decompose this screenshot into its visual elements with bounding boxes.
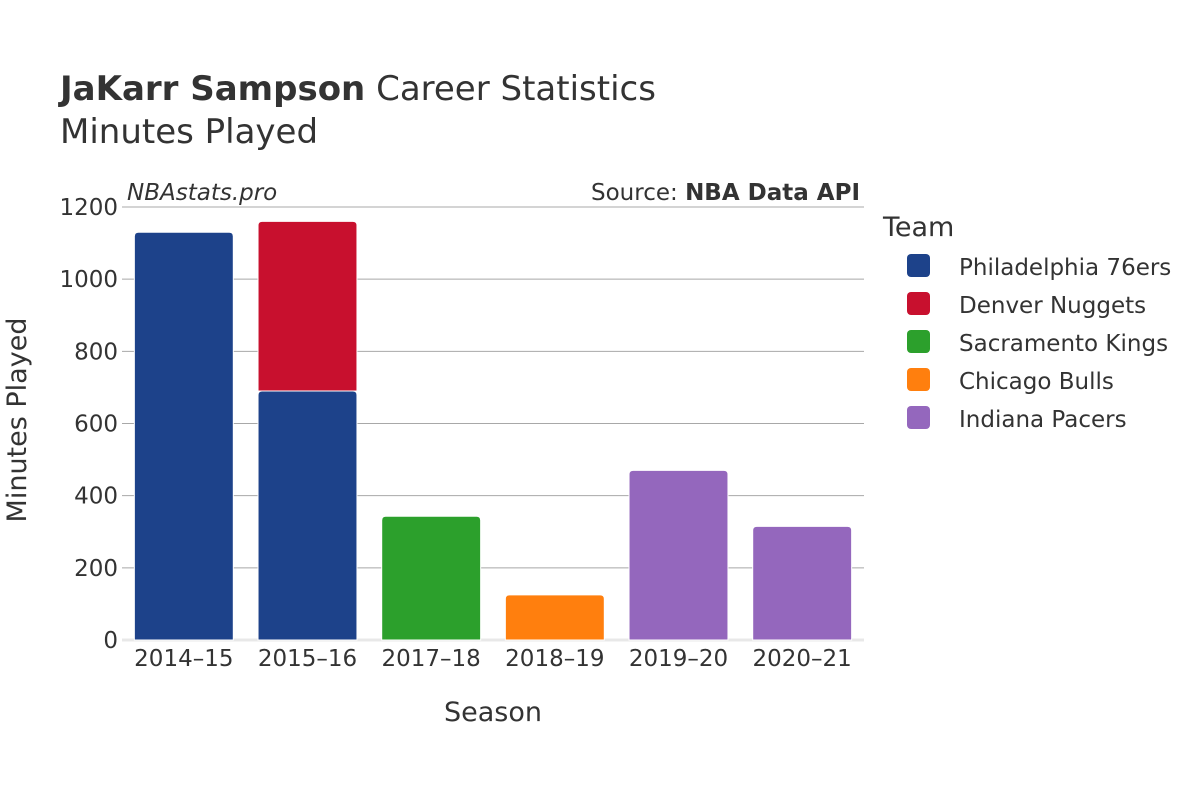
y-tick-labels: 0 200 400 600 800 1000 1200 (59, 195, 118, 654)
legend-item[interactable]: Chicago Bulls (907, 368, 1114, 395)
legend-label: Indiana Pacers (959, 407, 1127, 433)
legend-label: Sacramento Kings (959, 331, 1168, 357)
y-axis-title: Minutes Played (2, 318, 33, 523)
bar-philadelphia-76ers-2014–15 (133, 231, 234, 641)
legend-item[interactable]: Sacramento Kings (907, 330, 1168, 357)
legend-label: Chicago Bulls (959, 369, 1114, 395)
legend-item[interactable]: Denver Nuggets (907, 292, 1146, 319)
bar-indiana-pacers-2020–21 (752, 525, 853, 641)
x-axis-title: Season (444, 697, 542, 728)
chart-title-bold: JaKarr Sampson (58, 69, 365, 109)
x-tick-label: 2019–20 (629, 646, 728, 672)
legend-title: Team (882, 212, 954, 243)
y-tick-label: 1000 (59, 267, 118, 293)
source-credit: Source: NBA Data API (591, 180, 860, 206)
x-tick-label: 2018–19 (505, 646, 604, 672)
x-tick-label: 2017–18 (382, 646, 481, 672)
legend-swatch (907, 292, 930, 315)
chart-subtitle: Minutes Played (60, 112, 318, 152)
bar-chicago-bulls-2018–19 (504, 594, 605, 641)
y-tick-label: 400 (74, 484, 118, 510)
legend-swatch (907, 330, 930, 353)
source-name: NBA Data API (685, 180, 860, 206)
x-tick-label: 2014–15 (134, 646, 233, 672)
bar-denver-nuggets-2015–16 (257, 220, 358, 392)
bars (133, 220, 853, 641)
gridlines (122, 206, 864, 642)
watermark: NBAstats.pro (127, 180, 277, 206)
legend-item[interactable]: Philadelphia 76ers (907, 254, 1171, 281)
y-tick-label: 200 (74, 556, 118, 582)
legend-swatch (907, 254, 930, 277)
legend-label: Denver Nuggets (959, 293, 1146, 319)
bar-sacramento-kings-2017–18 (381, 515, 482, 641)
legend: Philadelphia 76ers Denver Nuggets Sacramen… (907, 254, 1171, 433)
y-tick-label: 0 (103, 628, 118, 654)
legend-label: Philadelphia 76ers (959, 255, 1171, 281)
source-prefix: Source: (591, 180, 685, 206)
bar-philadelphia-76ers-2015–16 (257, 390, 358, 641)
x-tick-label: 2015–16 (258, 646, 357, 672)
legend-item[interactable]: Indiana Pacers (907, 406, 1127, 433)
y-tick-label: 800 (74, 339, 118, 365)
legend-swatch (907, 368, 930, 391)
chart-title: JaKarr Sampson Career Statistics (58, 69, 656, 109)
bar-indiana-pacers-2019–20 (628, 469, 729, 641)
y-tick-label: 600 (74, 412, 118, 438)
x-tick-label: 2020–21 (753, 646, 852, 672)
y-tick-label: 1200 (59, 195, 118, 221)
legend-swatch (907, 406, 930, 429)
x-tick-labels: 2014–15 2015–16 2017–18 2018–19 2019–20 2020–… (134, 646, 852, 672)
chart-title-rest: Career Statistics (365, 69, 656, 109)
